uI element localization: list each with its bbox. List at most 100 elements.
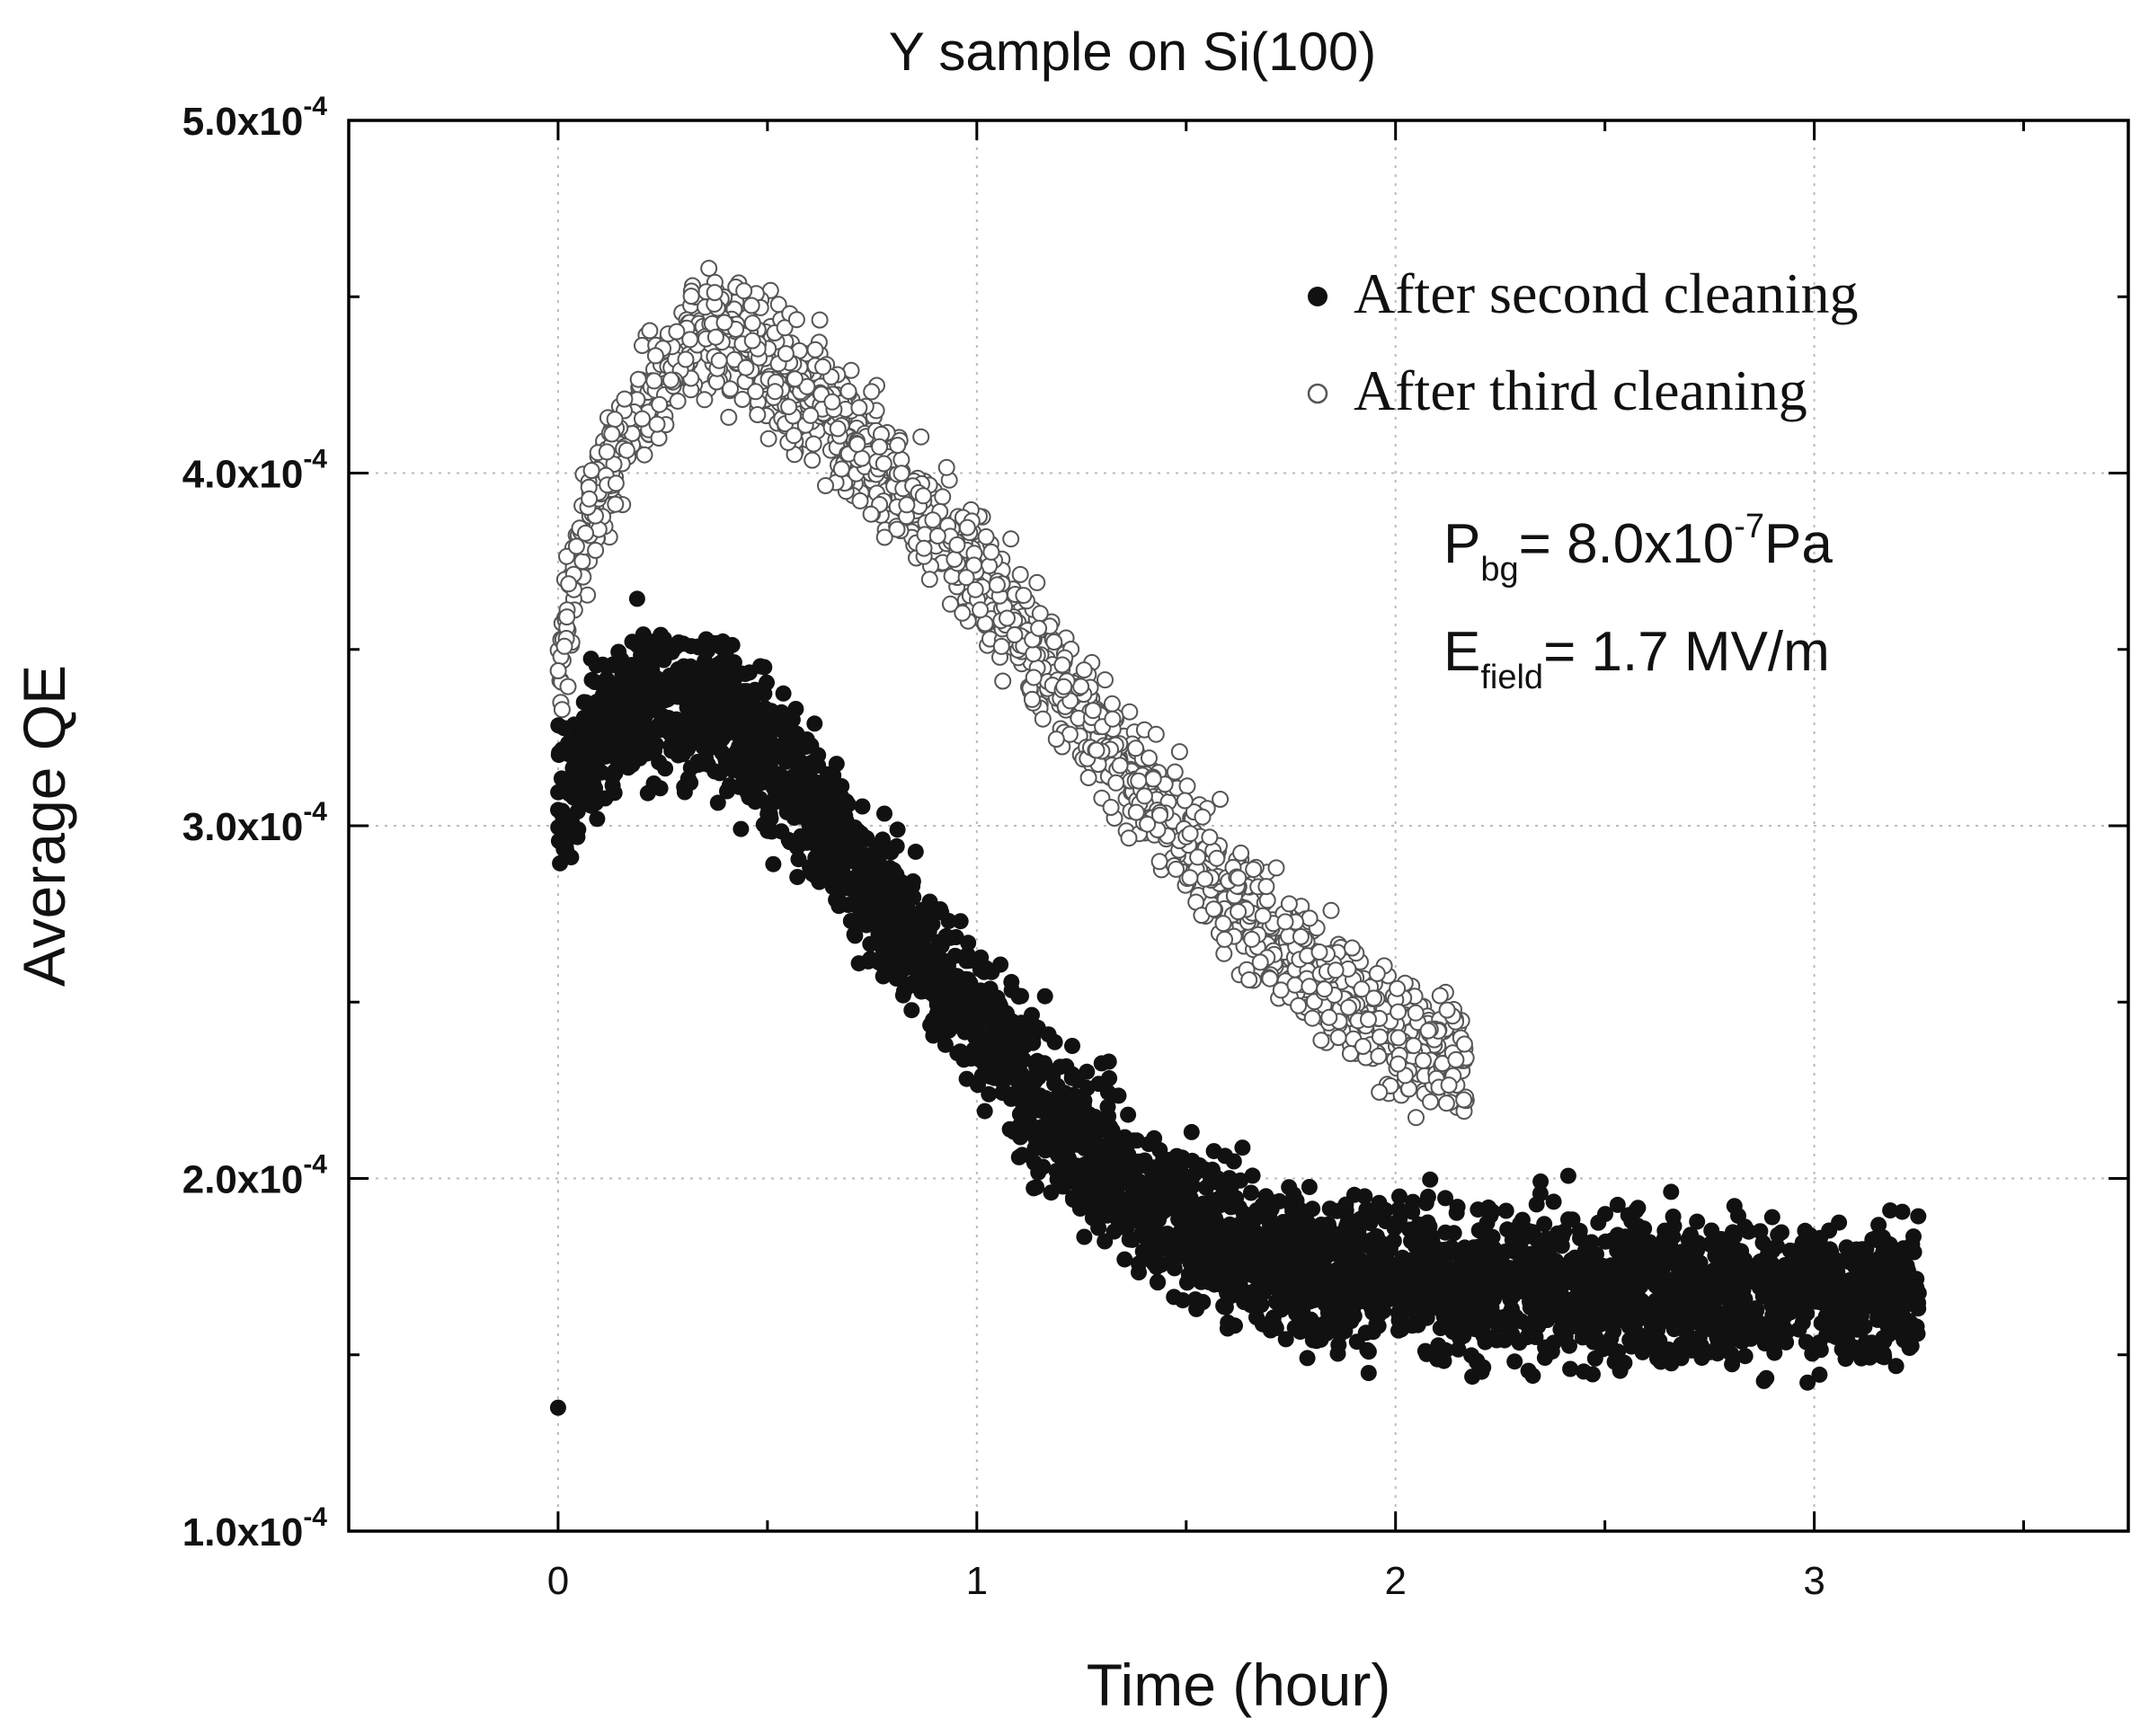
point-second-cleaning [1811, 1366, 1828, 1383]
point-third-cleaning [641, 322, 659, 340]
point-third-cleaning [681, 331, 699, 349]
point-second-cleaning [1723, 1345, 1740, 1362]
point-second-cleaning [1564, 1211, 1581, 1228]
point-third-cleaning [1310, 943, 1328, 961]
data-points [549, 260, 1927, 1416]
point-third-cleaning [720, 408, 738, 426]
point-third-cleaning [1079, 769, 1097, 786]
point-second-cleaning [1248, 1309, 1265, 1325]
point-second-cleaning [628, 590, 645, 607]
point-third-cleaning [558, 608, 576, 626]
point-second-cleaning [1024, 1006, 1040, 1023]
point-second-cleaning [1341, 1299, 1358, 1316]
point-second-cleaning [1747, 1300, 1764, 1317]
point-second-cleaning [1150, 1273, 1166, 1290]
point-second-cleaning [876, 805, 892, 822]
point-second-cleaning [824, 772, 841, 789]
point-third-cleaning [559, 678, 577, 695]
point-second-cleaning [937, 1036, 954, 1053]
point-second-cleaning [797, 739, 814, 756]
point-second-cleaning [1422, 1171, 1439, 1188]
point-second-cleaning [1469, 1353, 1486, 1370]
point-second-cleaning [1537, 1339, 1554, 1356]
point-second-cleaning [1766, 1319, 1783, 1336]
point-third-cleaning [607, 474, 625, 492]
point-third-cleaning [743, 332, 761, 350]
point-third-cleaning [634, 410, 651, 428]
point-third-cleaning [1368, 965, 1386, 982]
point-second-cleaning [1891, 1324, 1908, 1342]
point-second-cleaning [1499, 1274, 1516, 1291]
point-third-cleaning [977, 527, 995, 545]
point-third-cleaning [1343, 939, 1361, 957]
point-second-cleaning [1063, 1069, 1080, 1086]
point-second-cleaning [1870, 1217, 1887, 1234]
point-second-cleaning [1683, 1227, 1699, 1244]
point-third-cleaning [1088, 741, 1106, 759]
point-second-cleaning [1370, 1317, 1387, 1334]
point-third-cleaning [1251, 953, 1269, 971]
point-second-cleaning [889, 821, 906, 838]
point-second-cleaning [1496, 1332, 1514, 1349]
point-third-cleaning [747, 383, 765, 401]
point-second-cleaning [1770, 1305, 1787, 1322]
point-third-cleaning [988, 576, 1006, 594]
point-second-cleaning [850, 955, 867, 972]
point-second-cleaning [1765, 1337, 1782, 1354]
point-second-cleaning [1733, 1267, 1750, 1284]
point-third-cleaning [1135, 787, 1153, 805]
point-third-cleaning [1419, 1022, 1437, 1040]
point-third-cleaning [1212, 791, 1230, 808]
point-second-cleaning [1022, 1147, 1039, 1165]
point-second-cleaning [1090, 1076, 1107, 1093]
point-second-cleaning [1798, 1333, 1815, 1351]
point-third-cleaning [787, 311, 805, 329]
point-second-cleaning [1180, 1266, 1197, 1283]
point-third-cleaning [737, 359, 755, 376]
point-second-cleaning [652, 780, 669, 797]
point-third-cleaning [1360, 1011, 1377, 1029]
point-third-cleaning [850, 399, 868, 417]
point-second-cleaning [1574, 1329, 1591, 1346]
point-second-cleaning [1628, 1202, 1645, 1219]
point-third-cleaning [1053, 656, 1071, 674]
point-third-cleaning [722, 380, 739, 398]
point-third-cleaning [811, 311, 829, 329]
point-third-cleaning [848, 435, 866, 453]
point-second-cleaning [806, 715, 823, 732]
point-second-cleaning [1352, 1210, 1369, 1227]
point-third-cleaning [889, 437, 907, 455]
point-third-cleaning [1176, 792, 1194, 810]
point-second-cleaning [1609, 1242, 1626, 1259]
point-third-cleaning [577, 524, 594, 542]
point-second-cleaning [1700, 1343, 1718, 1360]
point-second-cleaning [1559, 1167, 1576, 1184]
point-second-cleaning [1763, 1209, 1780, 1226]
point-second-cleaning [1253, 1297, 1270, 1314]
point-second-cleaning [1312, 1239, 1329, 1255]
point-third-cleaning [1267, 859, 1285, 877]
point-third-cleaning [851, 492, 869, 509]
point-second-cleaning [1462, 1274, 1479, 1291]
point-second-cleaning [1662, 1237, 1679, 1254]
point-second-cleaning [1671, 1265, 1688, 1282]
point-third-cleaning [1257, 878, 1275, 896]
point-second-cleaning [1910, 1208, 1927, 1225]
point-second-cleaning [1716, 1327, 1733, 1344]
point-second-cleaning [1242, 1184, 1259, 1201]
point-third-cleaning [1189, 848, 1207, 866]
point-third-cleaning [567, 537, 585, 555]
point-second-cleaning [715, 633, 732, 650]
point-second-cleaning [1728, 1328, 1745, 1345]
point-third-cleaning [1181, 869, 1199, 887]
point-third-cleaning [1023, 690, 1041, 708]
point-third-cleaning [735, 282, 753, 300]
point-third-cleaning [1301, 909, 1319, 927]
point-second-cleaning [1194, 1294, 1212, 1310]
point-second-cleaning [830, 893, 848, 910]
point-second-cleaning [587, 780, 604, 797]
point-second-cleaning [607, 763, 624, 780]
point-second-cleaning [1301, 1179, 1318, 1195]
point-second-cleaning [772, 747, 789, 763]
